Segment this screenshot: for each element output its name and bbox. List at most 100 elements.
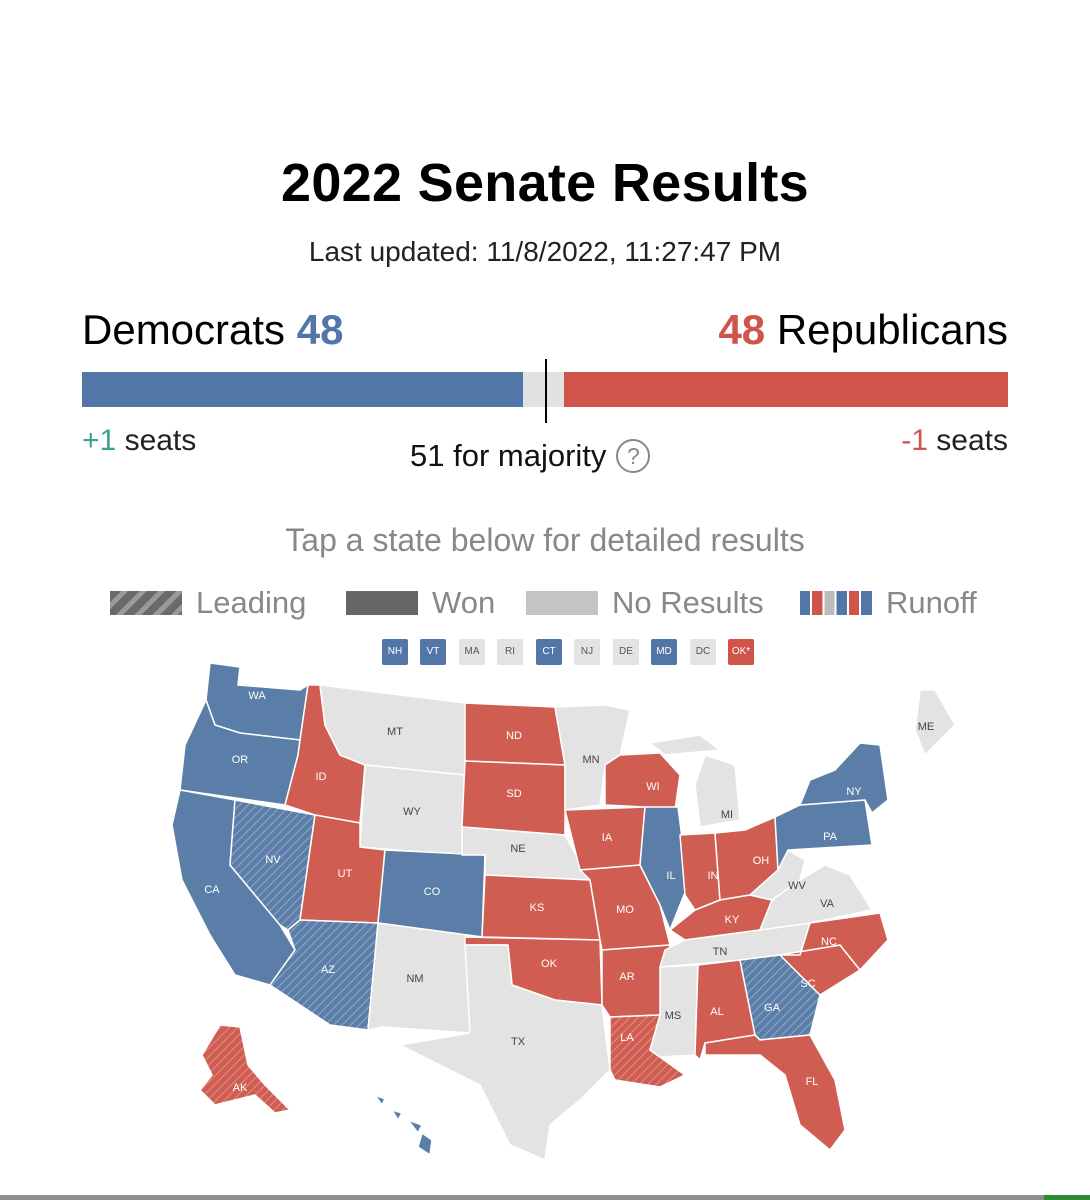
map-legend: Leading Won No Results Runoff xyxy=(110,585,990,625)
majority-marker xyxy=(545,359,547,423)
legend-leading: Leading xyxy=(110,585,306,621)
state-nm[interactable] xyxy=(367,922,483,1034)
state-mi[interactable] xyxy=(649,734,741,828)
majority-threshold: 51 for majority? xyxy=(410,438,651,474)
state-label-ak: AK xyxy=(233,1082,248,1094)
state-box-md[interactable]: MD xyxy=(651,639,677,665)
map-instructions: Tap a state below for detailed results xyxy=(285,522,805,558)
state-label-ga: GA xyxy=(764,1002,781,1014)
leading-swatch xyxy=(110,591,182,615)
legend-runoff: Runoff xyxy=(800,585,977,621)
state-label-ne: NE xyxy=(510,843,525,855)
legend-won-label: Won xyxy=(432,585,496,620)
bottom-strip xyxy=(0,1195,1090,1200)
state-label-nv: NV xyxy=(265,854,281,866)
state-label-ok: OK xyxy=(541,958,558,970)
state-box-dc[interactable]: DC xyxy=(690,639,716,665)
state-label-mo: MO xyxy=(616,904,634,916)
rep-change-label: seats xyxy=(936,424,1008,457)
state-label-ca: CA xyxy=(204,884,220,896)
rep-change-value: -1 xyxy=(901,424,928,457)
legend-no-results-label: No Results xyxy=(612,585,764,620)
help-icon[interactable]: ? xyxy=(616,439,651,473)
state-label-ar: AR xyxy=(619,971,634,983)
state-label-fl: FL xyxy=(806,1076,819,1088)
state-box-vt[interactable]: VT xyxy=(420,639,446,665)
rep-seats-segment xyxy=(564,372,1008,407)
state-fl[interactable] xyxy=(704,1034,846,1151)
state-box-nh[interactable]: NH xyxy=(382,639,408,665)
state-label-nc: NC xyxy=(821,936,837,948)
state-label-al: AL xyxy=(710,1006,723,1018)
state-label-va: VA xyxy=(820,898,835,910)
state-az[interactable] xyxy=(269,919,379,1031)
state-label-wv: WV xyxy=(788,880,806,892)
state-label-nd: ND xyxy=(506,730,522,742)
state-va[interactable] xyxy=(759,864,873,931)
state-box-ri[interactable]: RI xyxy=(497,639,523,665)
state-label-mn: MN xyxy=(582,754,599,766)
state-label-id: ID xyxy=(316,771,327,783)
majority-text: 51 for majority xyxy=(410,438,607,473)
last-updated: Last updated: 11/8/2022, 11:27:47 PM xyxy=(308,236,782,267)
republicans-total: 48 Republicans xyxy=(718,306,1008,354)
state-label-tn: TN xyxy=(713,946,728,958)
state-label-sc: SC xyxy=(800,978,815,990)
dem-change-label: seats xyxy=(124,424,197,457)
legend-runoff-label: Runoff xyxy=(886,585,977,620)
state-label-nm: NM xyxy=(406,973,423,985)
state-label-ks: KS xyxy=(530,902,545,914)
state-label-ut: UT xyxy=(338,868,353,880)
state-label-wy: WY xyxy=(403,806,421,818)
legend-leading-label: Leading xyxy=(196,585,307,620)
state-ny[interactable] xyxy=(799,742,889,814)
democrats-seats: 48 xyxy=(296,306,344,353)
state-label-or: OR xyxy=(232,754,249,766)
state-label-il: IL xyxy=(666,870,675,882)
state-hi[interactable] xyxy=(374,1094,433,1156)
state-box-ct[interactable]: CT xyxy=(536,639,562,665)
state-label-mi: MI xyxy=(721,809,733,821)
state-label-ny: NY xyxy=(846,786,862,798)
republicans-label: Republicans xyxy=(776,306,1008,353)
us-map: WA OR CA NV ID MT WY UT AZ CO NM ND SD NE KS OK TX MN IA MO… xyxy=(171,662,956,1161)
state-tx[interactable] xyxy=(399,944,611,1161)
legend-won: Won xyxy=(346,585,495,621)
dem-seat-change: +1 seats xyxy=(82,424,196,458)
state-box-de[interactable]: DE xyxy=(613,639,639,665)
dem-change-value: +1 xyxy=(82,424,117,457)
state-label-wa: WA xyxy=(248,690,266,702)
rep-seat-change: -1 seats xyxy=(901,424,1008,458)
state-box-ok-special[interactable]: OK* xyxy=(728,639,754,665)
page-title: 2022 Senate Results xyxy=(281,153,809,213)
state-label-in: IN xyxy=(708,870,719,882)
state-wi[interactable] xyxy=(604,752,681,811)
state-box-ma[interactable]: MA xyxy=(459,639,485,665)
state-box-nj[interactable]: NJ xyxy=(574,639,600,665)
runoff-swatch xyxy=(800,591,872,615)
state-label-tx: TX xyxy=(511,1036,526,1048)
bottom-strip-accent xyxy=(1044,1195,1090,1200)
state-label-co: CO xyxy=(424,886,441,898)
state-me[interactable] xyxy=(914,689,956,756)
state-label-pa: PA xyxy=(823,831,838,843)
state-label-hi: HI xyxy=(400,1124,411,1136)
state-label-ia: IA xyxy=(602,832,613,844)
state-label-wi: WI xyxy=(646,781,659,793)
state-label-me: ME xyxy=(918,721,935,733)
state-label-la: LA xyxy=(620,1032,634,1044)
state-label-ms: MS xyxy=(665,1010,682,1022)
no-results-swatch xyxy=(526,591,598,615)
state-ak[interactable] xyxy=(199,1024,291,1114)
won-swatch xyxy=(346,591,418,615)
state-label-ky: KY xyxy=(725,914,740,926)
democrats-total: Democrats 48 xyxy=(82,306,343,354)
republicans-seats: 48 xyxy=(718,306,766,353)
dem-seats-segment xyxy=(82,372,523,407)
state-label-mt: MT xyxy=(387,726,403,738)
state-label-oh: OH xyxy=(753,855,770,867)
democrats-label: Democrats xyxy=(82,306,286,353)
state-label-az: AZ xyxy=(321,964,335,976)
state-nc[interactable] xyxy=(779,912,889,971)
state-label-sd: SD xyxy=(506,788,521,800)
